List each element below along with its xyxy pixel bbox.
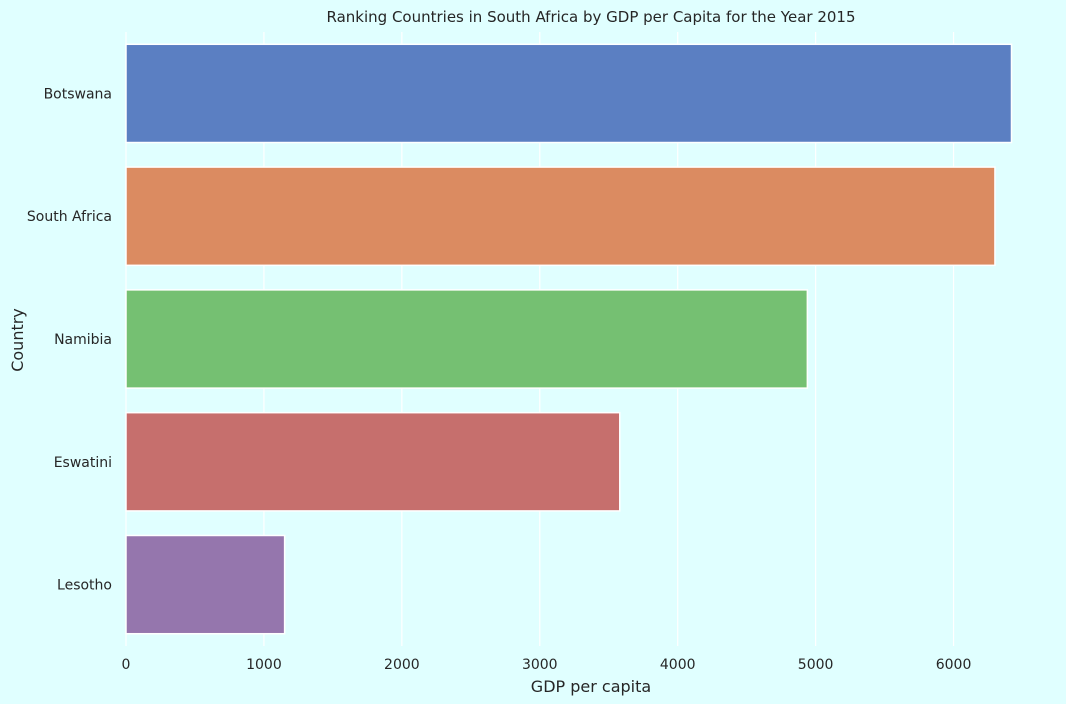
y-tick-label: Lesotho	[57, 578, 112, 594]
bar-namibia	[125, 289, 809, 389]
x-tick-label: 1000	[246, 657, 282, 673]
x-axis-label: GDP per capita	[531, 677, 651, 696]
y-tick-label: Eswatini	[54, 455, 112, 471]
x-tick-label: 6000	[936, 657, 972, 673]
y-tick-label: Botswana	[44, 86, 112, 102]
y-axis-label: Country	[8, 308, 27, 372]
bars	[125, 43, 1013, 635]
bar-botswana	[125, 43, 1013, 144]
chart-title: Ranking Countries in South Africa by GDP…	[327, 8, 856, 26]
x-tick-label: 0	[122, 657, 131, 673]
y-tick-label: South Africa	[27, 209, 112, 225]
bar-lesotho	[125, 534, 286, 635]
x-tick-label: 5000	[798, 657, 834, 673]
bar-eswatini	[125, 411, 621, 512]
bar-south-africa	[125, 166, 996, 267]
x-tick-label: 2000	[384, 657, 420, 673]
y-tick-label: Namibia	[54, 332, 112, 348]
x-tick-label: 3000	[522, 657, 558, 673]
x-tick-label: 4000	[660, 657, 696, 673]
x-tick-labels: 0 1000 2000 3000 4000 5000 6000	[122, 657, 972, 673]
y-tick-labels: Botswana South Africa Namibia Eswatini Lesot…	[27, 86, 112, 593]
